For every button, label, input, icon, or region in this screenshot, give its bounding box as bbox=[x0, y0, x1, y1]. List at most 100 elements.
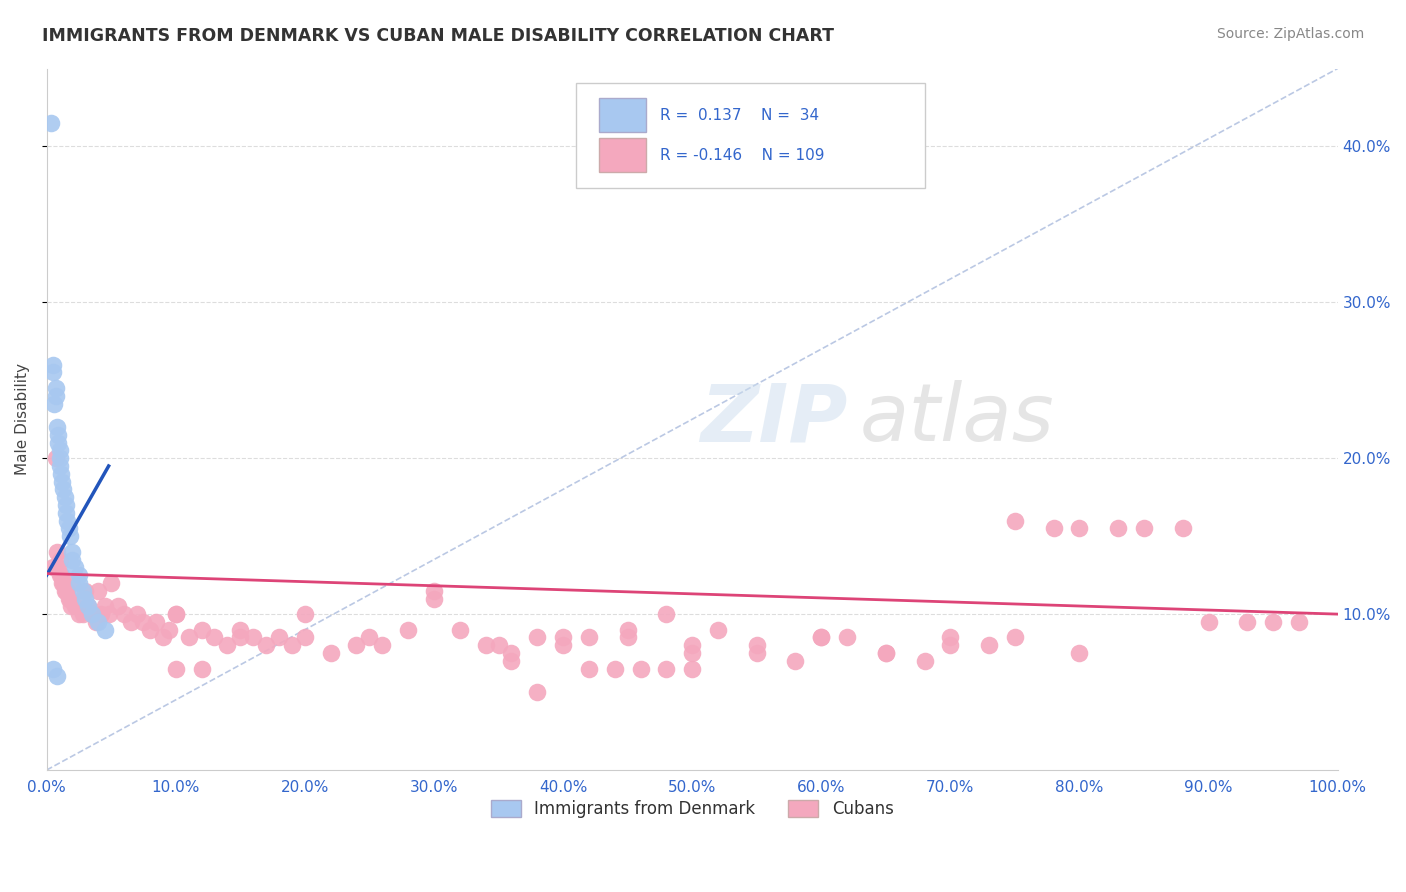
Point bbox=[45, 389, 67, 403]
Point bbox=[616, 623, 638, 637]
Point bbox=[45, 381, 67, 395]
Point bbox=[707, 623, 730, 637]
Point bbox=[52, 483, 75, 497]
Point bbox=[294, 607, 316, 621]
Point bbox=[603, 662, 626, 676]
FancyBboxPatch shape bbox=[576, 83, 925, 188]
Point bbox=[1171, 521, 1194, 535]
Point bbox=[190, 662, 212, 676]
Point bbox=[229, 631, 252, 645]
Point bbox=[58, 521, 80, 535]
Point bbox=[449, 623, 471, 637]
Point bbox=[87, 615, 110, 629]
Point bbox=[42, 366, 65, 380]
Point bbox=[1107, 521, 1129, 535]
Point bbox=[165, 662, 187, 676]
Point bbox=[46, 420, 69, 434]
Point bbox=[681, 646, 703, 660]
Point bbox=[46, 669, 69, 683]
Point bbox=[474, 638, 496, 652]
Point bbox=[835, 631, 858, 645]
Point bbox=[190, 623, 212, 637]
Point bbox=[939, 638, 962, 652]
Point bbox=[1236, 615, 1258, 629]
Point bbox=[80, 607, 103, 621]
Point bbox=[90, 607, 112, 621]
Point bbox=[810, 631, 832, 645]
Point bbox=[810, 631, 832, 645]
FancyBboxPatch shape bbox=[599, 138, 645, 172]
Point bbox=[45, 451, 67, 466]
Point bbox=[914, 654, 936, 668]
Text: R = -0.146    N = 109: R = -0.146 N = 109 bbox=[659, 148, 824, 162]
Point bbox=[72, 583, 94, 598]
Point bbox=[77, 599, 100, 614]
Point bbox=[80, 607, 103, 621]
Point bbox=[578, 631, 600, 645]
Point bbox=[1288, 615, 1310, 629]
Point bbox=[51, 475, 73, 489]
Point bbox=[67, 568, 90, 582]
Point bbox=[67, 607, 90, 621]
Point bbox=[1133, 521, 1156, 535]
Point bbox=[132, 615, 155, 629]
Point bbox=[46, 427, 69, 442]
Point bbox=[42, 662, 65, 676]
Y-axis label: Male Disability: Male Disability bbox=[15, 363, 30, 475]
Point bbox=[55, 583, 77, 598]
Point bbox=[1069, 521, 1091, 535]
Point bbox=[59, 591, 82, 606]
Point bbox=[48, 552, 70, 566]
Point bbox=[526, 631, 548, 645]
Point bbox=[49, 467, 72, 481]
Point bbox=[63, 560, 86, 574]
Point bbox=[39, 116, 62, 130]
Point bbox=[49, 568, 72, 582]
Point bbox=[46, 560, 69, 574]
Point bbox=[53, 490, 76, 504]
Point bbox=[46, 435, 69, 450]
Point bbox=[177, 631, 200, 645]
Point bbox=[44, 397, 66, 411]
Point bbox=[120, 615, 142, 629]
Point bbox=[551, 638, 574, 652]
Point bbox=[84, 615, 107, 629]
Point bbox=[139, 623, 162, 637]
Point bbox=[55, 498, 77, 512]
Point bbox=[1042, 521, 1064, 535]
Point bbox=[1198, 615, 1220, 629]
Point bbox=[59, 529, 82, 543]
Point bbox=[281, 638, 304, 652]
Point bbox=[423, 583, 446, 598]
FancyBboxPatch shape bbox=[599, 98, 645, 132]
Point bbox=[655, 662, 678, 676]
Point bbox=[152, 631, 174, 645]
Point bbox=[616, 631, 638, 645]
Point bbox=[46, 545, 69, 559]
Point bbox=[165, 607, 187, 621]
Point bbox=[125, 607, 148, 621]
Point bbox=[501, 646, 523, 660]
Point bbox=[1261, 615, 1284, 629]
Point bbox=[630, 662, 652, 676]
Legend: Immigrants from Denmark, Cubans: Immigrants from Denmark, Cubans bbox=[484, 793, 900, 825]
Text: R =  0.137    N =  34: R = 0.137 N = 34 bbox=[659, 108, 820, 122]
Point bbox=[51, 576, 73, 591]
Point bbox=[217, 638, 239, 652]
Point bbox=[488, 638, 510, 652]
Point bbox=[60, 599, 83, 614]
Point bbox=[423, 591, 446, 606]
Point bbox=[112, 607, 135, 621]
Point bbox=[48, 568, 70, 582]
Point bbox=[87, 583, 110, 598]
Point bbox=[785, 654, 807, 668]
Point bbox=[56, 583, 79, 598]
Text: ZIP: ZIP bbox=[700, 380, 846, 458]
Point bbox=[48, 458, 70, 473]
Point bbox=[100, 576, 122, 591]
Text: Source: ZipAtlas.com: Source: ZipAtlas.com bbox=[1216, 27, 1364, 41]
Point bbox=[56, 514, 79, 528]
Point bbox=[1069, 646, 1091, 660]
Point bbox=[396, 623, 419, 637]
Point bbox=[145, 615, 167, 629]
